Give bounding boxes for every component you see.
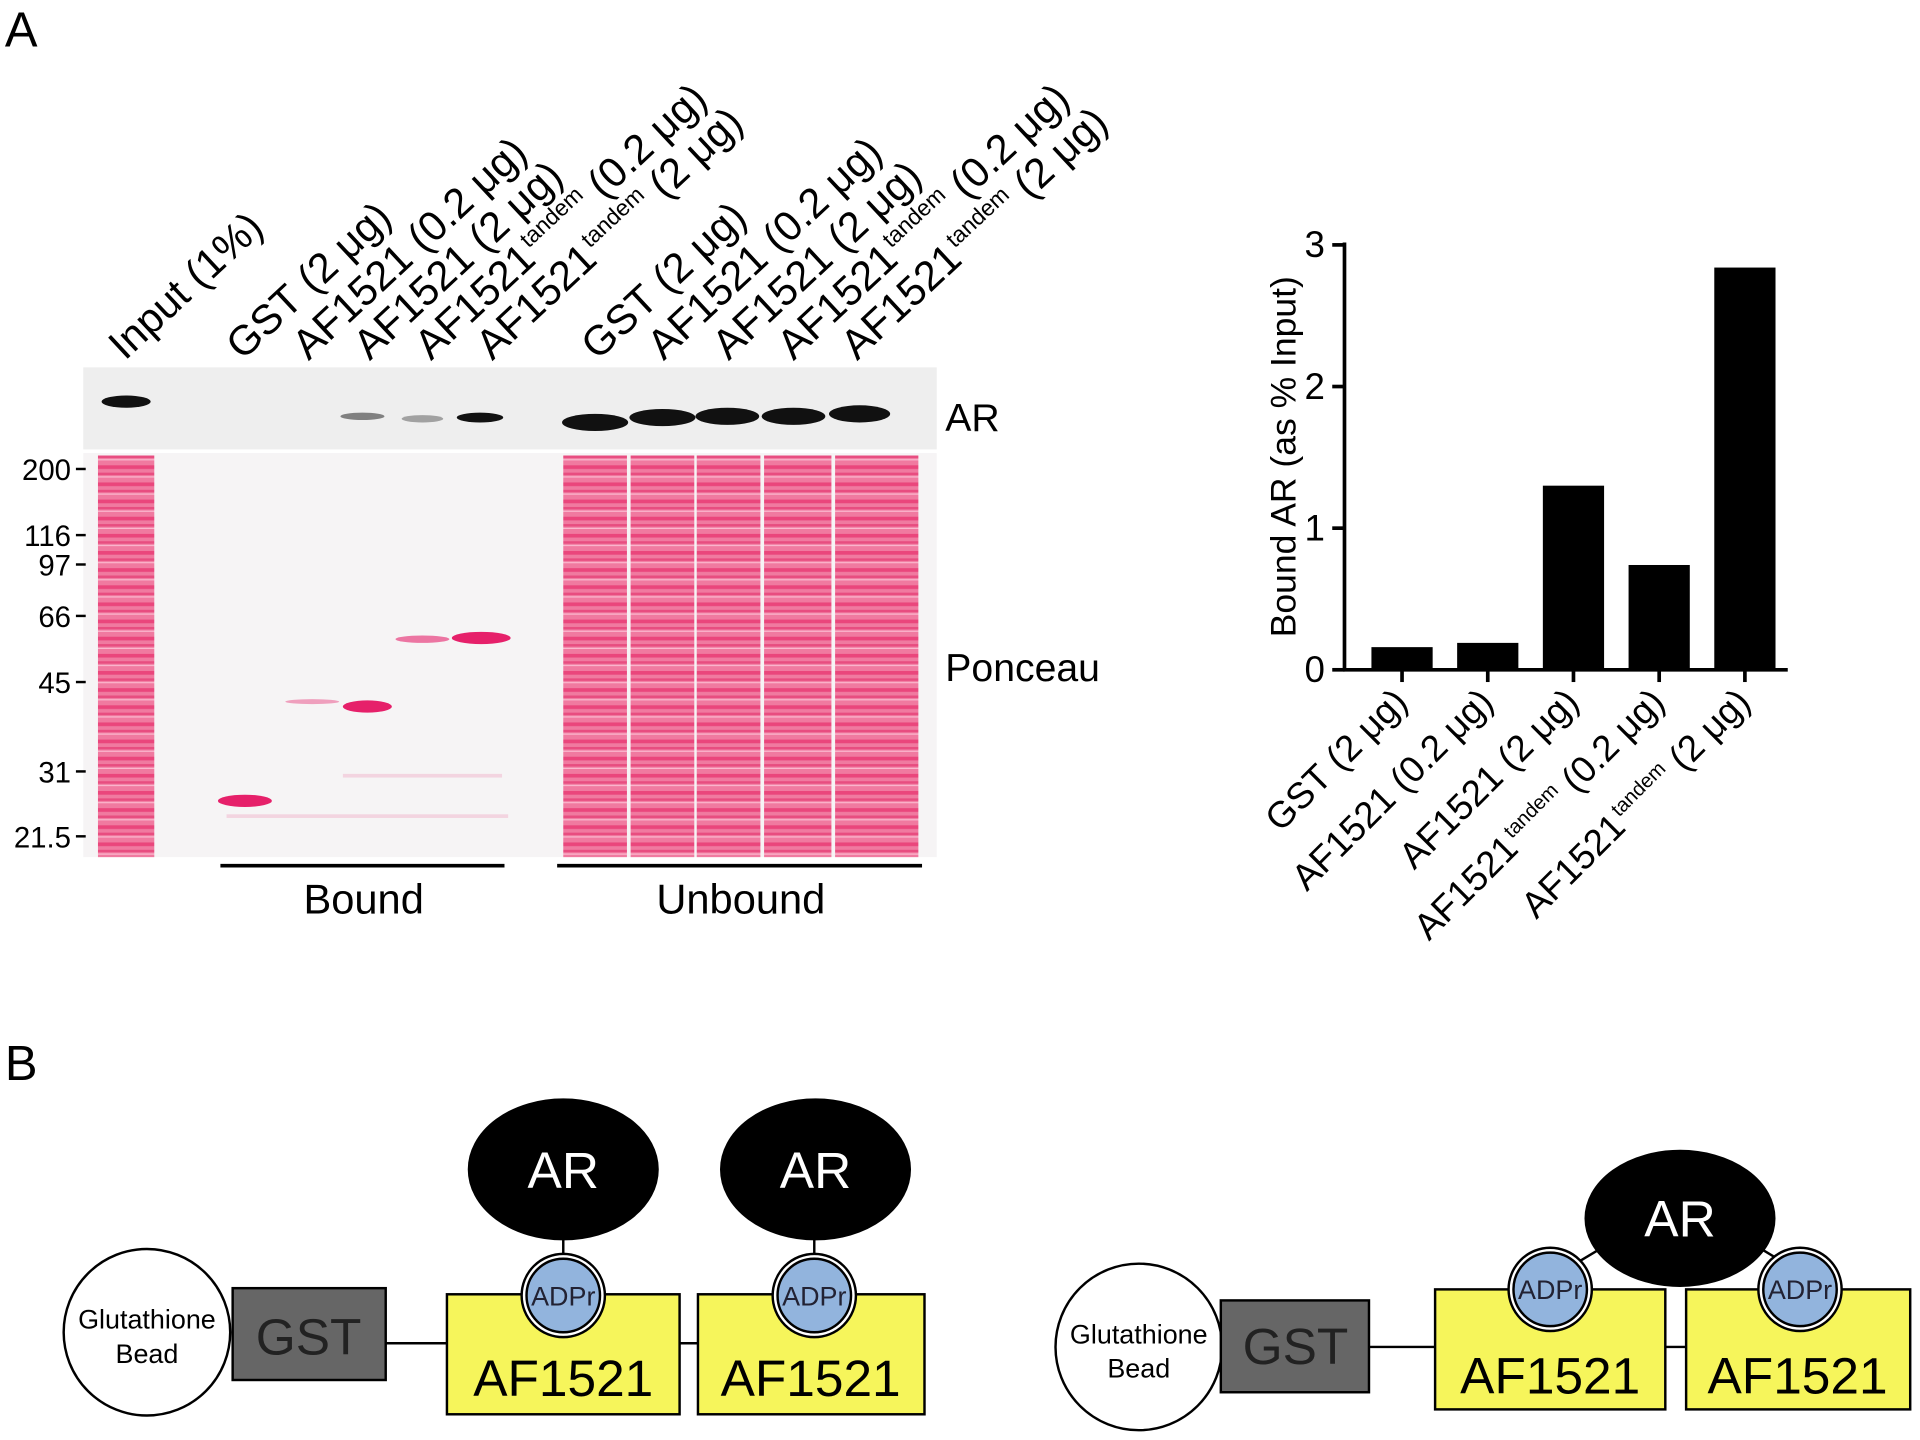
mw-label: 21.5 <box>14 821 71 854</box>
lane-smear <box>764 455 832 858</box>
target-label: AR <box>528 1141 599 1199</box>
tag-label: GST <box>256 1307 362 1365</box>
bar <box>1542 485 1605 670</box>
lane-smear <box>563 455 627 858</box>
bead-label: Bead <box>116 1339 179 1369</box>
bead-label: Glutathione <box>78 1305 216 1335</box>
lane-smear <box>630 455 695 858</box>
bar <box>1371 647 1433 670</box>
ligand-label: ADPr <box>1518 1275 1582 1305</box>
label-dose: (1%) <box>175 202 271 296</box>
band <box>562 413 629 432</box>
gst-tag <box>1219 1299 1371 1394</box>
ligand-label: ADPr <box>782 1281 846 1311</box>
mw-label: 31 <box>38 756 71 789</box>
western-blot <box>83 367 937 450</box>
band <box>395 635 450 643</box>
gst-tag <box>231 1286 387 1382</box>
adpr <box>525 1257 602 1334</box>
band <box>761 407 826 425</box>
y-tick-label: 0 <box>1304 649 1324 690</box>
group-label: Bound <box>303 875 423 922</box>
panel-letter: A <box>5 4 38 58</box>
adpr <box>776 1257 853 1334</box>
ar-bands <box>101 395 891 432</box>
bar <box>1628 564 1690 670</box>
y-axis-label: Bound AR (as % Input) <box>1264 276 1304 637</box>
bead-label: Bead <box>1107 1354 1170 1384</box>
band <box>828 405 891 423</box>
target-label: AR <box>1644 1190 1715 1248</box>
lane-smear <box>696 455 761 858</box>
band <box>101 395 151 408</box>
band <box>342 700 392 713</box>
ligand-label: ADPr <box>531 1281 595 1311</box>
band <box>451 631 511 645</box>
ar-protein <box>720 1098 912 1241</box>
mw-label: 116 <box>24 520 71 553</box>
ligand-label: ADPr <box>1768 1275 1832 1305</box>
blot-label: AR <box>945 397 999 440</box>
bead-label: Glutathione <box>1070 1319 1208 1349</box>
mw-label: 45 <box>38 667 71 700</box>
band <box>226 814 509 818</box>
domain-label: AF1521 <box>1460 1346 1640 1404</box>
band <box>695 407 760 425</box>
bead <box>62 1247 232 1417</box>
adpr <box>1512 1251 1589 1328</box>
y-tick-label: 3 <box>1304 224 1324 265</box>
domain-label: AF1521 <box>1708 1346 1888 1404</box>
ponceau-bands <box>217 631 511 818</box>
y-tick-label: 2 <box>1304 366 1324 407</box>
band <box>340 412 385 420</box>
unbound-lanes <box>563 455 919 858</box>
adpr <box>1762 1251 1838 1328</box>
band <box>456 412 504 423</box>
label-superscript: tandem <box>1607 758 1670 821</box>
mw-label: 200 <box>22 454 71 487</box>
tag-label: GST <box>1243 1317 1349 1375</box>
mw-label: 66 <box>38 601 71 634</box>
band <box>401 415 444 423</box>
y-tick-label: 1 <box>1304 507 1324 548</box>
band <box>285 699 340 705</box>
lane-smear <box>835 455 919 858</box>
blot-label: Ponceau <box>945 647 1100 690</box>
label-superscript: tandem <box>1500 779 1563 842</box>
lane-smear <box>97 455 155 858</box>
mw-label: 97 <box>38 550 71 583</box>
ar-protein <box>1584 1149 1776 1287</box>
bar <box>1714 267 1776 670</box>
construct <box>62 1098 926 1417</box>
label-dose: (2 μg) <box>1661 681 1758 778</box>
label-name: Input <box>99 270 199 368</box>
panel-letter: B <box>5 1037 38 1091</box>
band <box>217 794 272 807</box>
target-label: AR <box>780 1141 851 1199</box>
domain-label: AF1521 <box>473 1349 653 1407</box>
group-label: Unbound <box>656 875 825 922</box>
ar-protein <box>467 1098 659 1241</box>
domain-label: AF1521 <box>721 1349 901 1407</box>
band <box>629 408 696 427</box>
band <box>342 773 503 778</box>
construct <box>1054 1149 1912 1432</box>
bar <box>1457 642 1519 670</box>
